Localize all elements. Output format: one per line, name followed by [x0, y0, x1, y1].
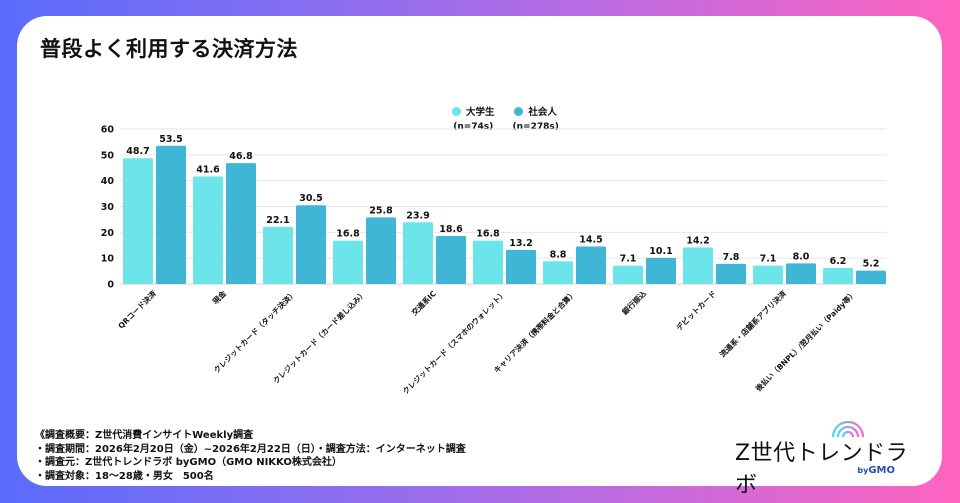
bar-worker [576, 246, 606, 284]
bar-student [263, 226, 293, 284]
bar-student [193, 176, 223, 284]
bar-value-label: 41.6 [196, 165, 220, 176]
y-tick-label: 50 [101, 150, 115, 161]
bar-value-label: 25.8 [369, 205, 393, 216]
bar-value-label: 10.1 [649, 246, 672, 257]
bar-student [613, 265, 643, 284]
bar-student [473, 240, 503, 284]
y-tick-label: 40 [101, 176, 115, 187]
bar-student [753, 265, 783, 284]
bar-value-label: 23.9 [406, 210, 429, 221]
bar-value-label: 7.1 [620, 254, 637, 265]
logo-by-text: by [857, 466, 869, 475]
bar-student [823, 267, 853, 284]
bar-value-label: 46.8 [229, 151, 253, 162]
bar-value-label: 6.2 [830, 256, 847, 267]
bar-worker [646, 257, 676, 284]
survey-note: 《調査概要：Z世代消費インサイトWeekly調査 [35, 430, 254, 441]
bar-value-label: 8.8 [550, 249, 567, 260]
x-tick-label: キャリア決済（携帯料金と合算） [491, 288, 578, 375]
bar-worker [296, 205, 326, 284]
survey-note: ・調査元：Z世代トレンドラボ byGMO（GMO NIKKO株式会社） [35, 457, 342, 468]
y-tick-label: 30 [101, 202, 115, 213]
bar-value-label: 18.6 [439, 224, 463, 235]
bar-worker [226, 163, 256, 284]
signal-waves-icon [831, 420, 865, 438]
bar-student [543, 261, 573, 284]
bar-student [683, 247, 713, 284]
bar-value-label: 7.8 [723, 252, 740, 263]
bar-value-label: 22.1 [266, 215, 289, 226]
bar-worker [436, 235, 466, 284]
bar-student [403, 222, 433, 284]
legend-swatch-worker [514, 106, 524, 116]
bar-value-label: 53.5 [159, 134, 182, 145]
legend-swatch-student [452, 106, 461, 116]
x-tick-label: 交通系IC [409, 288, 438, 317]
x-tick-label: 銀行振込 [619, 288, 648, 317]
survey-notes: 《調査概要：Z世代消費インサイトWeekly調査 ・調査期間：2026年2月20… [35, 429, 466, 483]
bar-value-label: 16.8 [476, 229, 500, 240]
y-tick-label: 60 [101, 125, 115, 136]
x-tick-label: 現金 [210, 288, 228, 306]
bar-value-label: 30.5 [299, 193, 322, 204]
bar-worker [156, 145, 186, 284]
y-tick-label: 20 [101, 228, 115, 239]
brand-logo: Z世代トレンドラボ byGMO [735, 408, 915, 498]
legend-n-worker: (n=278s) [512, 122, 559, 132]
legend-n-student: (n=74s) [453, 122, 494, 132]
logo-brand-text: GMO [868, 465, 895, 476]
logo-wordmark: Z世代トレンドラボ [735, 441, 909, 498]
bar-worker [856, 270, 886, 284]
x-tick-label: デビットカード [674, 288, 718, 332]
bar-value-label: 14.2 [686, 235, 709, 246]
legend-item-student: 大学生 (n=74s) [452, 104, 495, 132]
bar-worker [506, 249, 536, 284]
bar-worker [716, 263, 746, 284]
legend-item-worker: 社会人 (n=278s) [513, 104, 559, 132]
survey-note: ・調査対象：18〜28歳・男女 500名 [35, 470, 214, 482]
bar-value-label: 8.0 [793, 251, 810, 262]
bar-student [123, 158, 153, 284]
chart-legend: 大学生 (n=74s) 社会人 (n=278s) [452, 104, 559, 132]
y-tick-label: 0 [107, 280, 114, 291]
bar-worker [366, 217, 396, 284]
bar-student [333, 240, 363, 284]
chart-title: 普段よく利用する決済方法 [40, 37, 298, 61]
legend-label-worker: 社会人 [528, 107, 557, 118]
legend-label-student: 大学生 [466, 107, 495, 118]
bar-value-label: 16.8 [336, 229, 360, 240]
bar-worker [786, 263, 816, 284]
bar-value-label: 7.1 [760, 254, 777, 265]
y-tick-label: 10 [101, 254, 115, 265]
bar-value-label: 13.2 [509, 238, 532, 249]
bar-value-label: 5.2 [863, 259, 880, 270]
bar-value-label: 14.5 [579, 235, 602, 246]
x-tick-label: クレジットカード（タッチ決済） [211, 288, 298, 375]
x-tick-label: 流通系・店舗系アプリ決済 [717, 288, 788, 359]
survey-note: ・調査期間：2026年2月20日（金）~2026年2月22日（日）・調査方法：イ… [35, 443, 466, 455]
logo-byline: byGMO [857, 465, 895, 476]
x-tick-label: QRコード決済 [116, 288, 159, 331]
bar-value-label: 48.7 [126, 146, 149, 157]
